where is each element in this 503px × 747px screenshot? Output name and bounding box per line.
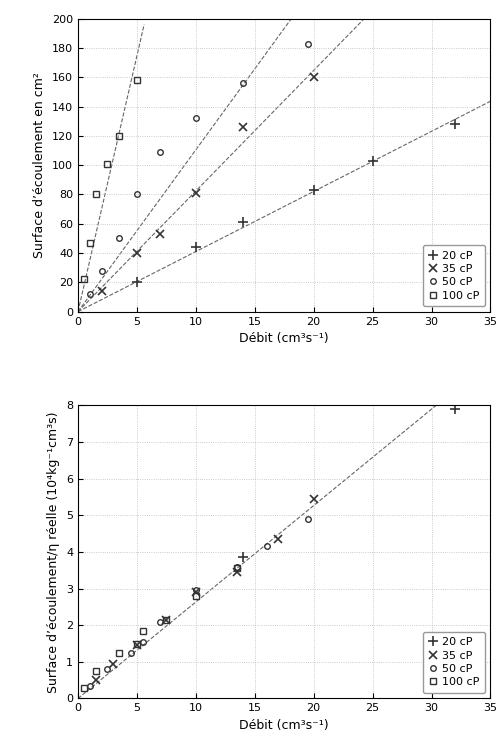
50 cP xyxy=(305,515,311,524)
Line: 50 cP: 50 cP xyxy=(87,41,310,297)
100 cP xyxy=(163,616,170,624)
100 cP xyxy=(134,639,140,648)
20 cP xyxy=(193,243,199,252)
Line: 20 cP: 20 cP xyxy=(238,404,460,562)
35 cP xyxy=(110,659,116,668)
50 cP xyxy=(305,39,311,48)
20 cP xyxy=(370,156,376,165)
50 cP xyxy=(105,665,111,674)
35 cP xyxy=(134,641,140,650)
50 cP xyxy=(87,681,93,690)
100 cP xyxy=(81,275,87,284)
35 cP xyxy=(134,249,140,258)
100 cP xyxy=(87,238,93,247)
100 cP xyxy=(134,75,140,84)
100 cP xyxy=(234,564,240,573)
Line: 100 cP: 100 cP xyxy=(81,565,240,691)
50 cP xyxy=(240,78,246,87)
35 cP xyxy=(157,229,163,238)
Legend: 20 cP, 35 cP, 50 cP, 100 cP: 20 cP, 35 cP, 50 cP, 100 cP xyxy=(423,632,485,693)
100 cP xyxy=(81,684,87,692)
50 cP xyxy=(128,648,134,657)
Line: 20 cP: 20 cP xyxy=(132,120,460,288)
X-axis label: Débit (cm³s⁻¹): Débit (cm³s⁻¹) xyxy=(239,719,329,732)
Line: 50 cP: 50 cP xyxy=(87,516,310,689)
50 cP xyxy=(116,234,122,243)
50 cP xyxy=(99,266,105,275)
35 cP xyxy=(240,123,246,131)
50 cP xyxy=(234,562,240,571)
100 cP xyxy=(93,666,99,675)
Y-axis label: Surface d’écoulement/η réelle (10⁴kg⁻¹cm³s): Surface d’écoulement/η réelle (10⁴kg⁻¹cm… xyxy=(47,411,60,692)
20 cP xyxy=(452,405,458,414)
50 cP xyxy=(140,637,146,646)
20 cP xyxy=(134,278,140,287)
35 cP xyxy=(99,287,105,296)
50 cP xyxy=(157,617,163,626)
Legend: 20 cP, 35 cP, 50 cP, 100 cP: 20 cP, 35 cP, 50 cP, 100 cP xyxy=(423,245,485,306)
100 cP xyxy=(93,190,99,199)
20 cP xyxy=(452,120,458,128)
Line: 35 cP: 35 cP xyxy=(98,73,318,295)
50 cP xyxy=(134,190,140,199)
100 cP xyxy=(105,159,111,168)
35 cP xyxy=(193,188,199,197)
X-axis label: Débit (cm³s⁻¹): Débit (cm³s⁻¹) xyxy=(239,332,329,345)
100 cP xyxy=(193,592,199,601)
Y-axis label: Surface d’écoulement en cm²: Surface d’écoulement en cm² xyxy=(33,72,46,258)
100 cP xyxy=(116,648,122,657)
35 cP xyxy=(275,535,281,544)
Line: 100 cP: 100 cP xyxy=(81,78,140,282)
35 cP xyxy=(93,675,99,684)
35 cP xyxy=(234,568,240,577)
20 cP xyxy=(240,218,246,227)
100 cP xyxy=(140,626,146,635)
50 cP xyxy=(87,290,93,299)
20 cP xyxy=(240,553,246,562)
50 cP xyxy=(193,586,199,595)
35 cP xyxy=(193,588,199,597)
100 cP xyxy=(116,131,122,140)
35 cP xyxy=(163,616,170,624)
Line: 35 cP: 35 cP xyxy=(92,495,318,684)
50 cP xyxy=(264,542,270,551)
50 cP xyxy=(193,114,199,123)
20 cP xyxy=(311,185,317,194)
35 cP xyxy=(311,495,317,503)
50 cP xyxy=(157,147,163,156)
35 cP xyxy=(311,72,317,81)
